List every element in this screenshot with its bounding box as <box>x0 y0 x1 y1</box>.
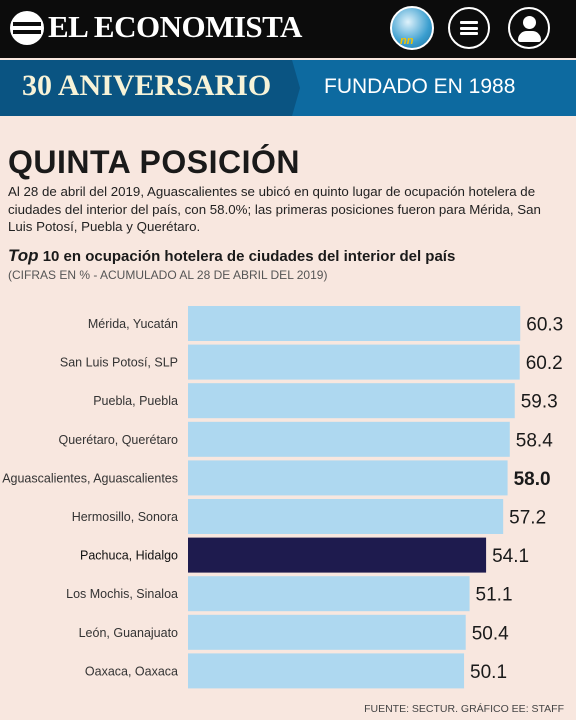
site-header: EL ECONOMISTA nn <box>0 0 576 58</box>
value-label-6: 54.1 <box>492 546 529 567</box>
chart-title-emphasis: Top <box>8 246 39 265</box>
bar-1 <box>188 344 520 380</box>
category-label-7: Los Mochis, Sinaloa <box>66 587 178 601</box>
intro-paragraph: Al 28 de abril del 2019, Aguascalientes … <box>8 184 541 234</box>
value-label-9: 50.1 <box>470 662 507 683</box>
user-account-button[interactable] <box>508 7 550 49</box>
category-label-6: Pachuca, Hidalgo <box>80 549 178 563</box>
bar-2 <box>188 383 515 419</box>
banner-left-panel <box>0 60 300 116</box>
anniversary-badge-icon: nn <box>390 6 434 50</box>
globe-logo-icon[interactable] <box>10 11 44 45</box>
value-label-5: 57.2 <box>509 508 546 529</box>
bar-9 <box>188 653 465 689</box>
chart-title-text: 10 en ocupación hotelera de ciudades del… <box>42 248 456 265</box>
source-note: FUENTE: SECTUR. GRÁFICO EE: STAFF <box>364 703 564 715</box>
site-brand[interactable]: EL ECONOMISTA <box>48 9 302 44</box>
value-label-0: 60.3 <box>526 315 563 336</box>
value-label-2: 59.3 <box>521 392 558 413</box>
category-label-2: Puebla, Puebla <box>93 394 178 408</box>
category-label-8: León, Guanajuato <box>79 626 178 640</box>
value-label-1: 60.2 <box>526 353 563 374</box>
bar-chart: Mérida, Yucatán 60.3 San Luis Potosí, SLP 6… <box>2 306 563 689</box>
bar-8 <box>188 614 466 650</box>
category-label-4: Aguascalientes, Aguascalientes <box>2 471 178 485</box>
value-label-8: 50.4 <box>472 623 509 644</box>
chart-title: Top 10 en ocupación hotelera de ciudades… <box>8 246 455 266</box>
bar-7 <box>188 576 470 612</box>
bar-6 <box>188 537 487 573</box>
category-label-0: Mérida, Yucatán <box>88 317 178 331</box>
anniversary-banner: 30 ANIVERSARIO FUNDADO EN 1988 <box>0 60 576 116</box>
chart-subtitle: (CIFRAS EN % - ACUMULADO AL 28 DE ABRIL … <box>8 268 328 282</box>
founded-label: FUNDADO EN 1988 <box>324 75 516 98</box>
bar-4 <box>188 460 508 496</box>
value-label-3: 58.4 <box>516 430 553 451</box>
bar-0 <box>188 306 521 341</box>
bar-3 <box>188 421 510 457</box>
category-label-9: Oaxaca, Oaxaca <box>85 664 178 678</box>
value-label-7: 51.1 <box>476 585 513 606</box>
value-label-4: 58.0 <box>514 469 551 490</box>
badge-text: nn <box>400 35 414 47</box>
bar-5 <box>188 499 504 534</box>
category-label-3: Querétaro, Querétaro <box>58 433 178 447</box>
category-label-1: San Luis Potosí, SLP <box>60 356 178 370</box>
menu-button[interactable] <box>448 7 490 49</box>
headline: QUINTA POSICIÓN <box>8 144 300 180</box>
category-label-5: Hermosillo, Sonora <box>72 510 178 524</box>
anniversary-label: 30 ANIVERSARIO <box>22 69 272 102</box>
menu-icon <box>460 21 478 35</box>
